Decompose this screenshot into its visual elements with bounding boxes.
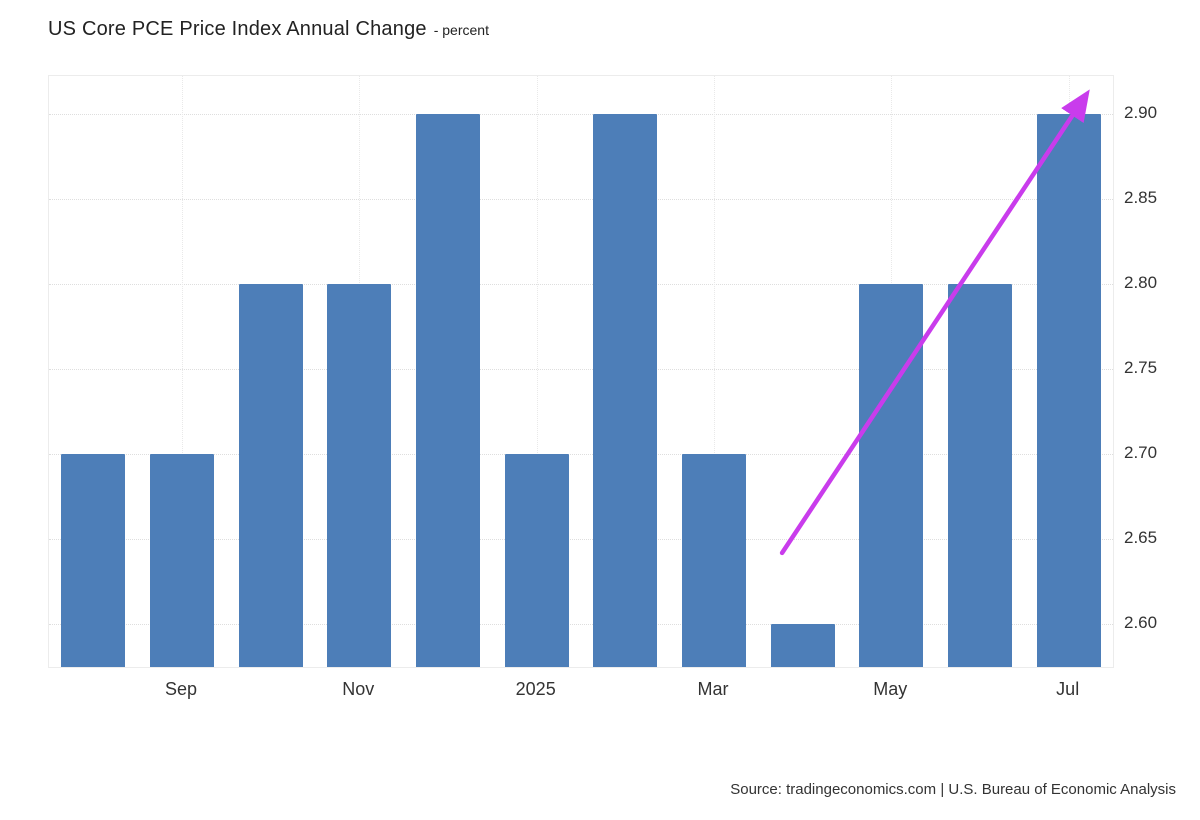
y-axis-label: 2.70 — [1124, 443, 1158, 463]
y-axis-label: 2.85 — [1124, 187, 1158, 207]
bar-aug-2024[interactable] — [61, 454, 126, 667]
x-axis-label: Nov — [342, 679, 375, 699]
bar-feb-2025[interactable] — [593, 113, 658, 667]
chart-title-main: US Core PCE Price Index Annual Change — [48, 18, 427, 40]
gridline-horizontal — [49, 198, 1113, 200]
y-axis-label: 2.80 — [1124, 272, 1158, 292]
x-axis-label: Jul — [1056, 679, 1080, 699]
gridline-horizontal — [49, 283, 1113, 285]
bar-jul-2025[interactable] — [1036, 113, 1101, 667]
gridline-horizontal — [49, 454, 1113, 456]
bar-apr-2025[interactable] — [770, 624, 835, 667]
y-axis-label: 2.75 — [1124, 357, 1158, 377]
gridline-horizontal — [49, 113, 1113, 115]
bar-oct-2024[interactable] — [238, 283, 303, 667]
y-axis-label: 2.60 — [1124, 613, 1158, 633]
bar-sep-2024[interactable] — [150, 454, 214, 667]
x-axis-label: 2025 — [515, 679, 556, 699]
chart-title: US Core PCE Price Index Annual Change - p… — [48, 18, 489, 41]
x-axis-label: May — [873, 679, 908, 699]
gridline-vertical — [714, 76, 715, 667]
y-axis: 2.90 2.85 2.80 2.75 2.70 2.65 2.60 — [1124, 75, 1196, 666]
chart-title-unit: - percent — [433, 22, 489, 38]
gridline-vertical — [536, 76, 538, 667]
bar-dec-2024[interactable] — [416, 113, 480, 667]
y-axis-label: 2.90 — [1124, 102, 1158, 122]
gridline-vertical — [182, 76, 183, 667]
source-credit: Source: tradingeconomics.com | U.S. Bure… — [730, 781, 1176, 798]
bar-nov-2024[interactable] — [327, 283, 392, 667]
x-axis-label: Mar — [697, 679, 729, 699]
bar-jan-2025[interactable] — [504, 454, 569, 667]
gridline-horizontal — [49, 539, 1113, 541]
bar-jun-2025[interactable] — [948, 283, 1012, 667]
gridline-horizontal — [49, 624, 1113, 626]
bar-mar-2025[interactable] — [682, 454, 746, 667]
gridline-horizontal — [49, 368, 1113, 370]
bar-may-2025[interactable] — [859, 283, 924, 667]
x-axis-label: Sep — [164, 679, 198, 699]
y-axis-label: 2.65 — [1124, 528, 1158, 548]
chart-plot-area — [48, 75, 1114, 668]
